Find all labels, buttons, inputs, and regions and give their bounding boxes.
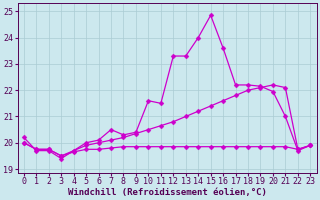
X-axis label: Windchill (Refroidissement éolien,°C): Windchill (Refroidissement éolien,°C)	[68, 188, 267, 197]
